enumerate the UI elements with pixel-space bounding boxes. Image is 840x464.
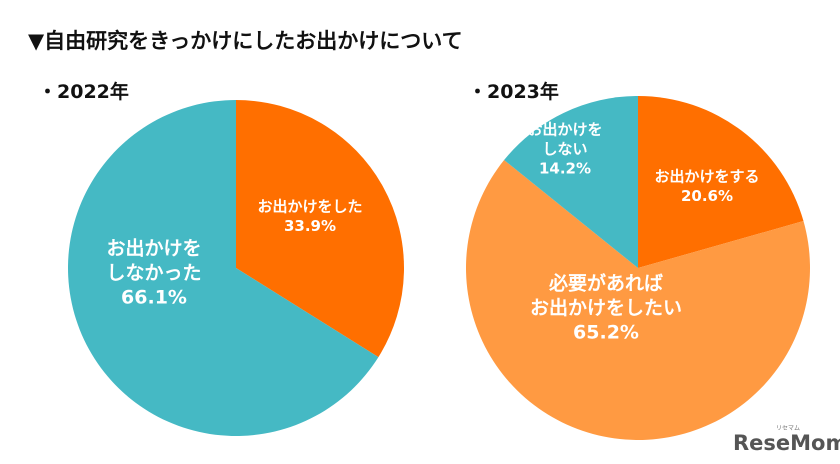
slice-label-line: 66.1% [121, 287, 187, 309]
pie-2023-year-label: ・2023年 [468, 80, 559, 103]
pie-chart-2023: お出かけをする 20.6% 必要があればお出かけをしたい 65.2% お出かけをしない 1… [466, 96, 811, 440]
pie-slice-will-go-out [638, 96, 804, 268]
logo-subtext: リセマム [776, 425, 800, 432]
slice-label-line: 必要があれば [548, 271, 663, 294]
pie-chart-2022: お出かけをした 33.9% お出かけをしなかった 66.1% [68, 100, 405, 436]
pie-slice-will-not-go-out [504, 96, 638, 268]
slice-label-went-out: お出かけをした 33.9% [257, 197, 362, 235]
slice-label-line: しない [542, 140, 587, 158]
slice-label-line: 14.2% [539, 160, 591, 178]
slice-label-line: 20.6% [681, 187, 733, 205]
slice-label-will-go-out: お出かけをする 20.6% [654, 167, 759, 205]
slice-label-line: お出かけを [106, 236, 201, 259]
slice-label-go-out-if-needed: 必要があればお出かけをしたい 65.2% [530, 271, 682, 343]
pie-slice-went-out [236, 100, 405, 358]
slice-label-line: しなかった [106, 262, 201, 284]
slice-label-line: お出かけをする [654, 167, 759, 185]
slice-label-line: お出かけをしたい [530, 296, 682, 319]
slice-label-line: お出かけを [527, 121, 602, 139]
pie-2022-year-label: ・2022年 [38, 80, 129, 103]
slice-label-line: 65.2% [573, 322, 639, 344]
slice-label-did-not-go-out: お出かけをしなかった 66.1% [106, 236, 201, 308]
figure-title: ▼自由研究をきっかけにしたお出かけについて [28, 29, 463, 53]
resemom-logo: ReseMom [733, 431, 840, 455]
pie-slice-go-out-if-needed [466, 160, 811, 440]
slice-label-will-not-go-out: お出かけをしない 14.2% [527, 121, 602, 178]
slice-label-line: 33.9% [284, 217, 336, 235]
slice-label-line: お出かけをした [257, 197, 362, 215]
pie-slice-did-not-go-out [68, 100, 379, 436]
